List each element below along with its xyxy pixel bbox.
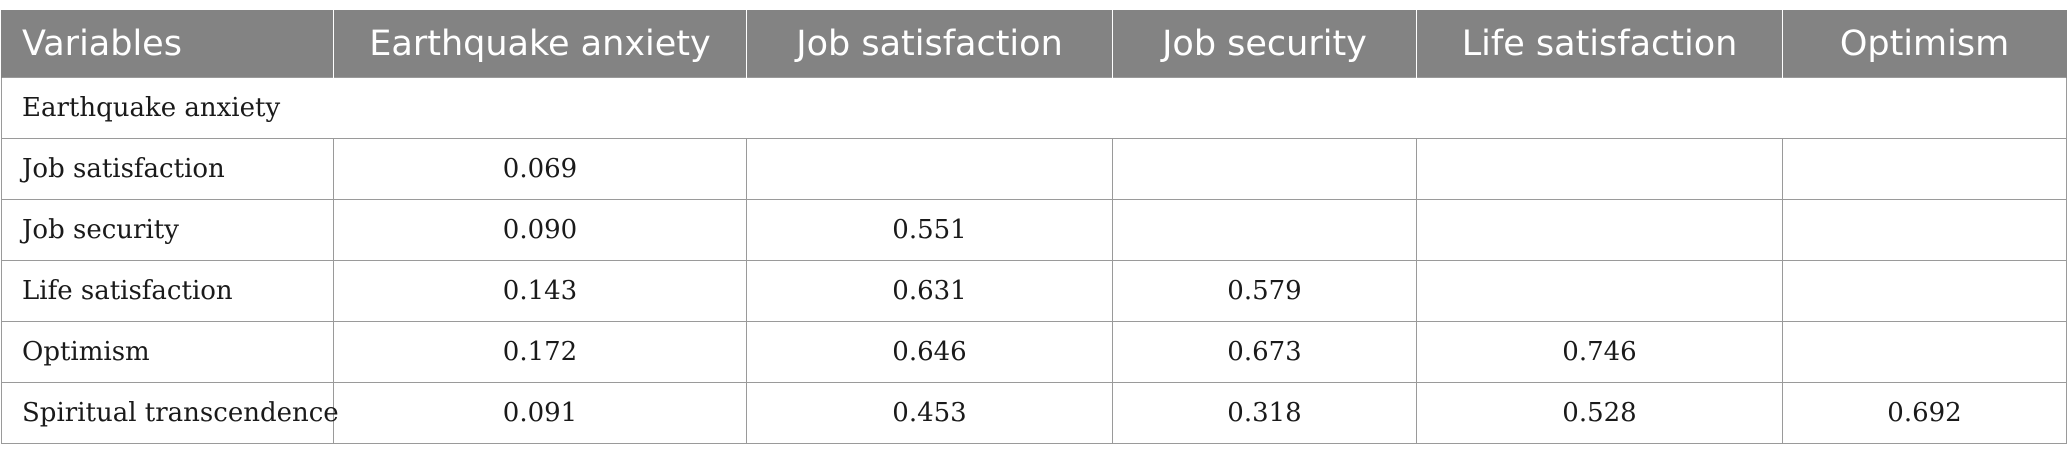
table-cell bbox=[1112, 199, 1417, 261]
table-cell: 0.172 bbox=[333, 321, 747, 383]
table-cell: 0.673 bbox=[1112, 321, 1417, 383]
row-label: Job satisfaction bbox=[1, 138, 334, 200]
table-cell: 0.646 bbox=[746, 321, 1113, 383]
header-life-satisfaction: Life satisfaction bbox=[1416, 10, 1783, 78]
table-cell: 0.551 bbox=[746, 199, 1113, 261]
table-row: Job satisfaction 0.069 bbox=[1, 138, 2067, 200]
table-header: Variables Earthquake anxiety Job satisfa… bbox=[1, 10, 2067, 78]
table-cell bbox=[1782, 138, 2067, 200]
table-cell bbox=[1112, 138, 1417, 200]
table-cell bbox=[1782, 199, 2067, 261]
header-optimism: Optimism bbox=[1782, 10, 2067, 78]
table-cell bbox=[746, 138, 1113, 200]
header-variables: Variables bbox=[1, 10, 334, 78]
table-cell bbox=[1782, 321, 2067, 383]
row-label: Optimism bbox=[1, 321, 334, 383]
header-row: Variables Earthquake anxiety Job satisfa… bbox=[1, 10, 2067, 78]
table-cell bbox=[1782, 260, 2067, 322]
table-cell: 0.090 bbox=[333, 199, 747, 261]
row-label: Life satisfaction bbox=[1, 260, 334, 322]
correlation-table: Variables Earthquake anxiety Job satisfa… bbox=[1, 10, 2067, 444]
row-label: Spiritual transcendence bbox=[1, 382, 339, 444]
table-cell: 0.579 bbox=[1112, 260, 1417, 322]
table-cell bbox=[1416, 260, 1783, 322]
table-cell bbox=[1416, 138, 1783, 200]
header-job-security: Job security bbox=[1112, 10, 1417, 78]
header-job-satisfaction: Job satisfaction bbox=[746, 10, 1113, 78]
table-row: Job security 0.090 0.551 bbox=[1, 199, 2067, 261]
table-cell: 0.746 bbox=[1416, 321, 1783, 383]
row-label: Job security bbox=[1, 199, 334, 261]
table-cell: 0.318 bbox=[1112, 382, 1417, 444]
header-earthquake-anxiety: Earthquake anxiety bbox=[333, 10, 747, 78]
table-cell: 0.692 bbox=[1782, 382, 2067, 444]
correlation-table-container: Variables Earthquake anxiety Job satisfa… bbox=[1, 10, 2067, 444]
table-body: Earthquake anxiety Job satisfaction 0.06… bbox=[1, 77, 2067, 444]
table-cell: 0.631 bbox=[746, 260, 1113, 322]
table-row: Optimism 0.172 0.646 0.673 0.746 bbox=[1, 321, 2067, 383]
row-label: Earthquake anxiety bbox=[1, 77, 2067, 139]
table-cell: 0.528 bbox=[1416, 382, 1783, 444]
table-row: Spiritual transcendence 0.091 0.453 0.31… bbox=[1, 382, 2067, 444]
table-row: Earthquake anxiety bbox=[1, 77, 2067, 139]
table-cell: 0.453 bbox=[746, 382, 1113, 444]
table-cell: 0.091 bbox=[333, 382, 747, 444]
table-cell: 0.143 bbox=[333, 260, 747, 322]
table-row: Life satisfaction 0.143 0.631 0.579 bbox=[1, 260, 2067, 322]
table-cell: 0.069 bbox=[333, 138, 747, 200]
table-cell bbox=[1416, 199, 1783, 261]
